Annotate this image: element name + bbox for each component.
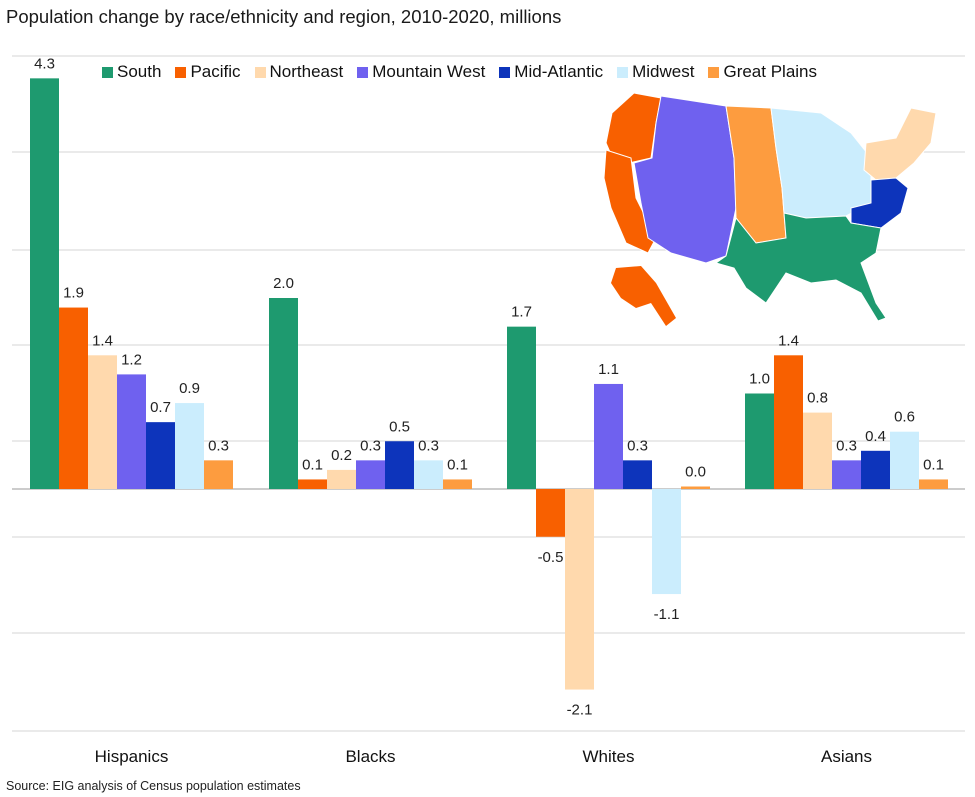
data-label: 1.4 bbox=[778, 332, 799, 349]
legend-label: Mountain West bbox=[372, 62, 486, 81]
bar-pacific-blacks bbox=[298, 479, 327, 489]
legend-item: Mid-Atlantic bbox=[499, 62, 603, 82]
data-label: 0.7 bbox=[150, 399, 171, 416]
bar-mountain-west-asians bbox=[832, 460, 861, 489]
legend-label: Northeast bbox=[269, 62, 344, 81]
legend-item: Great Plains bbox=[708, 62, 817, 82]
legend-label: South bbox=[117, 62, 162, 81]
data-label: 1.0 bbox=[749, 371, 770, 388]
us-regions-map bbox=[603, 92, 937, 326]
data-label: 4.3 bbox=[34, 55, 55, 72]
bar-midwest-whites bbox=[652, 489, 681, 595]
legend-swatch bbox=[708, 66, 720, 78]
bar-midwest-blacks bbox=[414, 460, 443, 489]
data-label: 1.7 bbox=[511, 304, 532, 321]
data-label: 0.4 bbox=[865, 428, 886, 445]
category-labels: Hispanics Blacks Whites Asians bbox=[95, 747, 872, 766]
data-label: 1.9 bbox=[63, 285, 84, 302]
bar-great-plains-blacks bbox=[443, 479, 472, 489]
category-label: Asians bbox=[821, 747, 872, 766]
bar-mountain-west-hispanics bbox=[117, 374, 146, 489]
data-label: 0.5 bbox=[389, 418, 410, 435]
bars bbox=[30, 78, 948, 690]
data-label: 1.2 bbox=[121, 351, 142, 368]
bar-mid-atlantic-hispanics bbox=[146, 422, 175, 489]
data-label: 0.1 bbox=[447, 456, 468, 473]
bar-pacific-asians bbox=[774, 355, 803, 489]
bar-south-whites bbox=[507, 326, 536, 489]
legend-item: South bbox=[102, 62, 161, 82]
bar-mid-atlantic-whites bbox=[623, 460, 652, 489]
legend-swatch bbox=[357, 66, 369, 78]
legend-item: Mountain West bbox=[357, 62, 485, 82]
data-label: 0.1 bbox=[923, 456, 944, 473]
bar-midwest-hispanics bbox=[175, 403, 204, 489]
category-label: Whites bbox=[583, 747, 635, 766]
bar-south-asians bbox=[745, 393, 774, 489]
legend: South Pacific Northeast Mountain West Mid-At… bbox=[102, 62, 831, 82]
bar-great-plains-asians bbox=[919, 479, 948, 489]
bar-northeast-blacks bbox=[327, 469, 356, 489]
category-label: Hispanics bbox=[95, 747, 169, 766]
map-region-pacific-alaska bbox=[611, 266, 676, 326]
bar-pacific-hispanics bbox=[59, 307, 88, 489]
data-label: 0.2 bbox=[331, 447, 352, 464]
map-region-midwest bbox=[770, 107, 872, 219]
data-label: -1.1 bbox=[654, 606, 680, 623]
data-label: -0.5 bbox=[538, 549, 564, 566]
legend-item: Pacific bbox=[175, 62, 241, 82]
legend-swatch bbox=[617, 66, 629, 78]
bar-pacific-whites bbox=[536, 489, 565, 537]
legend-item: Midwest bbox=[617, 62, 694, 82]
data-label: 0.3 bbox=[836, 437, 857, 454]
bar-south-hispanics bbox=[30, 78, 59, 489]
data-label: 0.3 bbox=[208, 437, 229, 454]
data-label: 1.1 bbox=[598, 361, 619, 378]
data-label: 0.1 bbox=[302, 456, 323, 473]
map-region-pacific-california bbox=[603, 149, 657, 254]
bar-northeast-asians bbox=[803, 412, 832, 489]
legend-swatch bbox=[499, 66, 511, 78]
bar-labels: 4.3 2.0 1.7 1.0 1.9 0.1 -0.5 1.4 1.4 0.2 -2.1 0.8 1.… bbox=[34, 55, 944, 718]
legend-label: Midwest bbox=[632, 62, 695, 81]
bar-great-plains-hispanics bbox=[204, 460, 233, 489]
data-label: 0.8 bbox=[807, 390, 828, 407]
bar-south-blacks bbox=[269, 298, 298, 489]
bar-midwest-asians bbox=[890, 431, 919, 489]
data-label: 0.0 bbox=[685, 464, 706, 481]
data-label: 0.9 bbox=[179, 380, 200, 397]
data-label: 0.6 bbox=[894, 409, 915, 426]
chart-title: Population change by race/ethnicity and … bbox=[6, 6, 562, 27]
legend-item: Northeast bbox=[254, 62, 344, 82]
data-label: 0.3 bbox=[418, 437, 439, 454]
bar-northeast-whites bbox=[565, 489, 594, 690]
data-label: 1.4 bbox=[92, 332, 113, 349]
legend-swatch bbox=[254, 66, 266, 78]
legend-label: Mid-Atlantic bbox=[514, 62, 604, 81]
bar-mid-atlantic-asians bbox=[861, 450, 890, 489]
data-label: 0.3 bbox=[360, 437, 381, 454]
data-label: -2.1 bbox=[567, 702, 593, 719]
bar-northeast-hispanics bbox=[88, 355, 117, 489]
legend-label: Pacific bbox=[190, 62, 241, 81]
bar-mountain-west-whites bbox=[594, 383, 623, 489]
map-region-south bbox=[714, 212, 887, 322]
legend-swatch bbox=[102, 66, 113, 78]
data-label: 0.3 bbox=[627, 437, 648, 454]
bar-great-plains-whites bbox=[681, 486, 710, 489]
legend-label: Great Plains bbox=[723, 62, 818, 81]
source-note: Source: EIG analysis of Census populatio… bbox=[6, 779, 301, 793]
legend-swatch bbox=[175, 66, 187, 78]
bar-mid-atlantic-blacks bbox=[385, 441, 414, 489]
data-label: 2.0 bbox=[273, 275, 294, 292]
bar-mountain-west-blacks bbox=[356, 460, 385, 489]
category-label: Blacks bbox=[345, 747, 395, 766]
map-region-northeast bbox=[863, 107, 937, 181]
